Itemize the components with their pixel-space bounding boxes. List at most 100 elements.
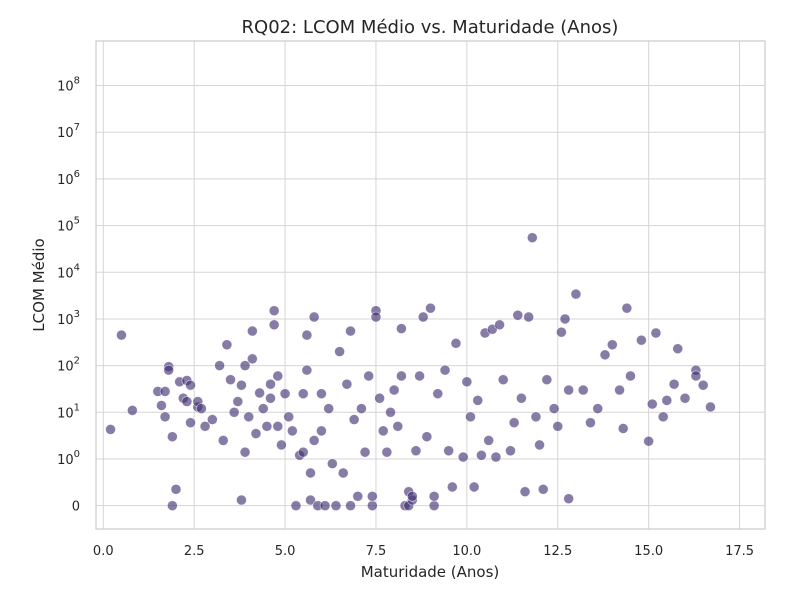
data-point bbox=[468, 481, 480, 493]
data-point bbox=[239, 446, 251, 458]
data-point bbox=[650, 327, 662, 339]
data-point bbox=[657, 411, 669, 423]
data-point bbox=[185, 379, 196, 391]
data-point bbox=[308, 435, 320, 446]
data-point bbox=[214, 360, 225, 371]
data-point bbox=[199, 421, 211, 432]
y-tick-label: 100 bbox=[57, 449, 80, 468]
data-point bbox=[250, 428, 262, 439]
data-point bbox=[359, 446, 371, 458]
data-point bbox=[621, 302, 633, 314]
data-point bbox=[265, 378, 276, 390]
data-point bbox=[232, 396, 244, 407]
data-point bbox=[461, 376, 473, 388]
data-point bbox=[457, 451, 469, 463]
data-point bbox=[301, 329, 313, 341]
data-point bbox=[414, 370, 425, 382]
data-point bbox=[472, 395, 484, 406]
data-point bbox=[541, 374, 553, 385]
data-point bbox=[392, 421, 404, 432]
data-point bbox=[170, 484, 182, 495]
data-point bbox=[217, 435, 229, 446]
data-point bbox=[276, 439, 287, 451]
data-point bbox=[636, 334, 647, 346]
data-point bbox=[505, 445, 516, 457]
data-point bbox=[272, 421, 284, 432]
data-point bbox=[337, 467, 349, 479]
y-tick-label: 103 bbox=[57, 309, 80, 328]
data-point bbox=[537, 484, 549, 495]
data-point bbox=[367, 491, 378, 502]
data-point bbox=[327, 458, 338, 469]
y-tick-label: 107 bbox=[57, 122, 80, 141]
data-point bbox=[308, 311, 320, 323]
data-point bbox=[617, 423, 629, 434]
data-point bbox=[305, 467, 316, 479]
data-point bbox=[697, 379, 709, 391]
y-axis-label: LCOM Médio bbox=[30, 238, 48, 331]
data-point bbox=[534, 439, 545, 451]
data-point bbox=[116, 329, 127, 341]
data-point bbox=[432, 388, 444, 400]
data-point bbox=[305, 494, 316, 506]
data-point bbox=[167, 431, 178, 443]
data-point bbox=[585, 417, 596, 428]
data-point bbox=[563, 384, 574, 396]
x-tick-label: 0.0 bbox=[93, 544, 114, 559]
data-point bbox=[385, 407, 396, 418]
x-tick-label: 17.5 bbox=[725, 544, 754, 559]
data-point bbox=[519, 486, 531, 497]
data-point bbox=[679, 392, 691, 404]
data-point bbox=[319, 500, 331, 511]
x-axis-label: Maturidade (Anos) bbox=[361, 563, 500, 581]
grid bbox=[96, 41, 765, 529]
plot-frame bbox=[95, 40, 766, 530]
data-point bbox=[407, 491, 418, 502]
data-point bbox=[167, 500, 178, 511]
data-point bbox=[185, 417, 196, 428]
data-point bbox=[181, 396, 193, 407]
data-point bbox=[297, 446, 309, 458]
data-point bbox=[243, 411, 255, 423]
x-tick-label: 7.5 bbox=[366, 544, 387, 559]
y-tick-label: 0 bbox=[72, 500, 80, 515]
data-point bbox=[363, 370, 374, 382]
data-point bbox=[301, 364, 313, 376]
data-point bbox=[348, 414, 360, 425]
data-point bbox=[345, 325, 356, 337]
data-point bbox=[381, 446, 393, 458]
data-point bbox=[207, 414, 218, 425]
data-point bbox=[247, 325, 258, 337]
data-point bbox=[570, 288, 582, 300]
data-point bbox=[221, 339, 233, 351]
data-point bbox=[661, 395, 673, 406]
data-point bbox=[447, 481, 458, 493]
data-point bbox=[625, 370, 636, 382]
data-point bbox=[156, 400, 167, 411]
data-point bbox=[439, 364, 451, 376]
data-point bbox=[483, 435, 494, 446]
data-point bbox=[352, 491, 364, 502]
data-point bbox=[476, 449, 487, 461]
data-point bbox=[287, 425, 298, 437]
data-point bbox=[523, 311, 534, 323]
data-point bbox=[614, 384, 625, 396]
data-point bbox=[512, 309, 524, 321]
data-point bbox=[425, 302, 436, 314]
data-point bbox=[290, 500, 302, 511]
data-point bbox=[450, 338, 462, 349]
data-point bbox=[272, 370, 284, 382]
data-point bbox=[599, 349, 611, 361]
data-point bbox=[388, 384, 400, 396]
data-point bbox=[356, 403, 367, 414]
data-point bbox=[316, 388, 327, 400]
data-point bbox=[377, 425, 389, 437]
data-point bbox=[283, 411, 295, 423]
data-point bbox=[341, 378, 353, 390]
data-point bbox=[672, 343, 684, 355]
data-point bbox=[367, 500, 378, 511]
data-point bbox=[516, 392, 527, 404]
data-point bbox=[552, 421, 564, 432]
data-point bbox=[261, 421, 273, 432]
